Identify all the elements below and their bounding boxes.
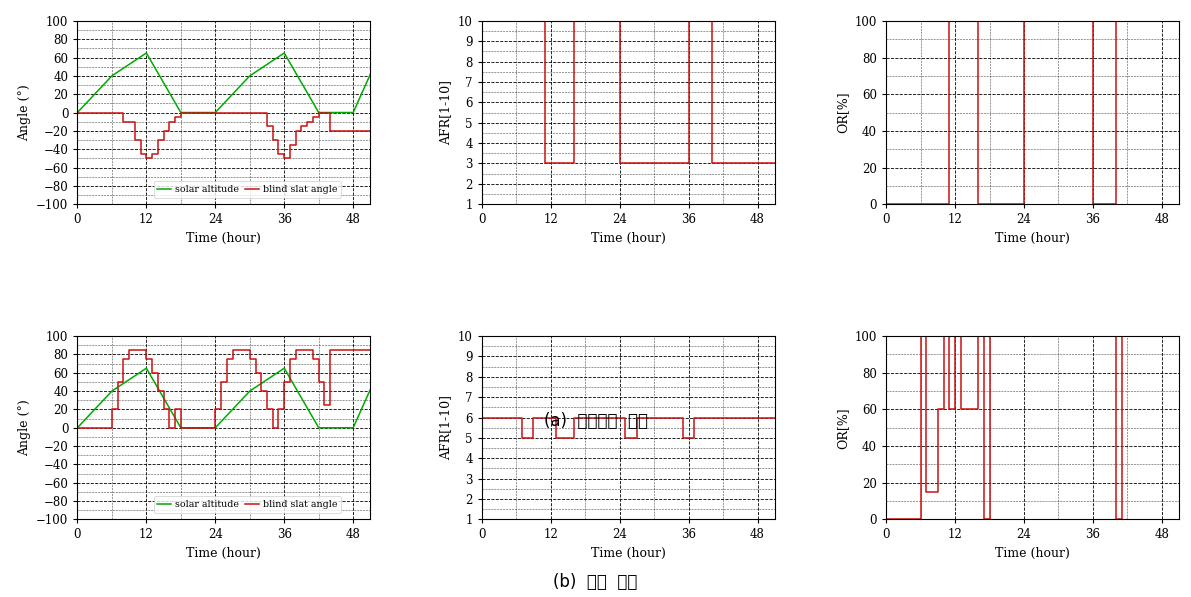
blind slat angle bbox=[168, 118, 182, 125]
blind slat angle bbox=[139, 150, 154, 158]
solar altitude bbox=[208, 109, 223, 116]
blind slat angle bbox=[306, 118, 320, 125]
Y-axis label: OR[%]: OR[%] bbox=[836, 92, 849, 133]
solar altitude bbox=[363, 70, 378, 78]
Text: (b)  최적  제어: (b) 최적 제어 bbox=[554, 573, 637, 591]
blind slat angle bbox=[272, 150, 286, 158]
blind slat angle bbox=[117, 109, 131, 116]
solar altitude bbox=[243, 72, 257, 79]
X-axis label: Time (hour): Time (hour) bbox=[187, 547, 261, 560]
blind slat angle bbox=[288, 141, 303, 148]
solar altitude bbox=[208, 424, 223, 432]
Y-axis label: Angle (°): Angle (°) bbox=[18, 84, 31, 141]
blind slat angle bbox=[127, 346, 142, 353]
Y-axis label: Angle (°): Angle (°) bbox=[18, 399, 31, 456]
blind slat angle bbox=[278, 155, 292, 162]
solar altitude bbox=[70, 109, 85, 116]
blind slat angle bbox=[174, 109, 188, 116]
solar altitude bbox=[278, 365, 292, 372]
blind slat angle bbox=[300, 346, 314, 353]
solar altitude bbox=[174, 109, 188, 116]
blind slat angle bbox=[151, 137, 166, 144]
X-axis label: Time (hour): Time (hour) bbox=[591, 232, 666, 245]
solar altitude bbox=[278, 50, 292, 57]
blind slat angle bbox=[300, 346, 314, 353]
blind slat angle bbox=[70, 424, 85, 432]
blind slat angle bbox=[363, 346, 378, 353]
blind slat angle bbox=[260, 123, 274, 130]
blind slat angle bbox=[133, 150, 148, 158]
solar altitude bbox=[139, 365, 154, 372]
solar altitude bbox=[243, 387, 257, 395]
blind slat angle bbox=[162, 127, 176, 134]
blind slat angle bbox=[174, 113, 188, 121]
blind slat angle bbox=[278, 150, 292, 158]
blind slat angle bbox=[306, 113, 320, 121]
Legend: solar altitude, blind slat angle: solar altitude, blind slat angle bbox=[154, 496, 341, 513]
blind slat angle bbox=[312, 113, 326, 121]
solar altitude bbox=[312, 424, 326, 432]
solar altitude bbox=[70, 424, 85, 432]
Line: solar altitude: solar altitude bbox=[77, 53, 370, 112]
blind slat angle bbox=[156, 137, 170, 144]
solar altitude bbox=[347, 424, 361, 432]
solar altitude bbox=[312, 109, 326, 116]
solar altitude bbox=[139, 50, 154, 57]
solar altitude bbox=[347, 109, 361, 116]
Line: blind slat angle: blind slat angle bbox=[77, 112, 370, 158]
Y-axis label: AFR[1-10]: AFR[1-10] bbox=[439, 80, 453, 145]
blind slat angle bbox=[300, 123, 314, 130]
blind slat angle bbox=[117, 118, 131, 125]
blind slat angle bbox=[266, 123, 280, 130]
blind slat angle bbox=[312, 109, 326, 116]
blind slat angle bbox=[294, 123, 308, 130]
Line: blind slat angle: blind slat angle bbox=[77, 350, 370, 428]
Y-axis label: AFR[1-10]: AFR[1-10] bbox=[439, 395, 453, 460]
blind slat angle bbox=[323, 109, 337, 116]
X-axis label: Time (hour): Time (hour) bbox=[996, 232, 1070, 245]
blind slat angle bbox=[272, 137, 286, 144]
Y-axis label: OR[%]: OR[%] bbox=[836, 407, 849, 448]
solar altitude bbox=[105, 387, 119, 395]
blind slat angle bbox=[145, 150, 160, 158]
blind slat angle bbox=[70, 109, 85, 116]
blind slat angle bbox=[363, 127, 378, 134]
solar altitude bbox=[174, 424, 188, 432]
blind slat angle bbox=[162, 424, 176, 432]
blind slat angle bbox=[133, 137, 148, 144]
blind slat angle bbox=[294, 127, 308, 134]
blind slat angle bbox=[145, 155, 160, 162]
blind slat angle bbox=[139, 155, 154, 162]
X-axis label: Time (hour): Time (hour) bbox=[996, 547, 1070, 560]
Text: (a)  규칙중심  제어: (a) 규칙중심 제어 bbox=[543, 412, 648, 430]
blind slat angle bbox=[127, 137, 142, 144]
blind slat angle bbox=[282, 141, 297, 148]
Line: solar altitude: solar altitude bbox=[77, 368, 370, 428]
X-axis label: Time (hour): Time (hour) bbox=[187, 232, 261, 245]
blind slat angle bbox=[151, 150, 166, 158]
blind slat angle bbox=[151, 369, 166, 376]
blind slat angle bbox=[243, 346, 257, 353]
solar altitude bbox=[105, 72, 119, 79]
blind slat angle bbox=[121, 346, 136, 353]
blind slat angle bbox=[156, 127, 170, 134]
blind slat angle bbox=[162, 118, 176, 125]
blind slat angle bbox=[300, 118, 314, 125]
blind slat angle bbox=[168, 113, 182, 121]
solar altitude bbox=[363, 386, 378, 393]
blind slat angle bbox=[266, 137, 280, 144]
blind slat angle bbox=[282, 155, 297, 162]
blind slat angle bbox=[323, 127, 337, 134]
blind slat angle bbox=[288, 127, 303, 134]
blind slat angle bbox=[260, 109, 274, 116]
blind slat angle bbox=[127, 118, 142, 125]
Legend: solar altitude, blind slat angle: solar altitude, blind slat angle bbox=[154, 181, 341, 198]
X-axis label: Time (hour): Time (hour) bbox=[591, 547, 666, 560]
